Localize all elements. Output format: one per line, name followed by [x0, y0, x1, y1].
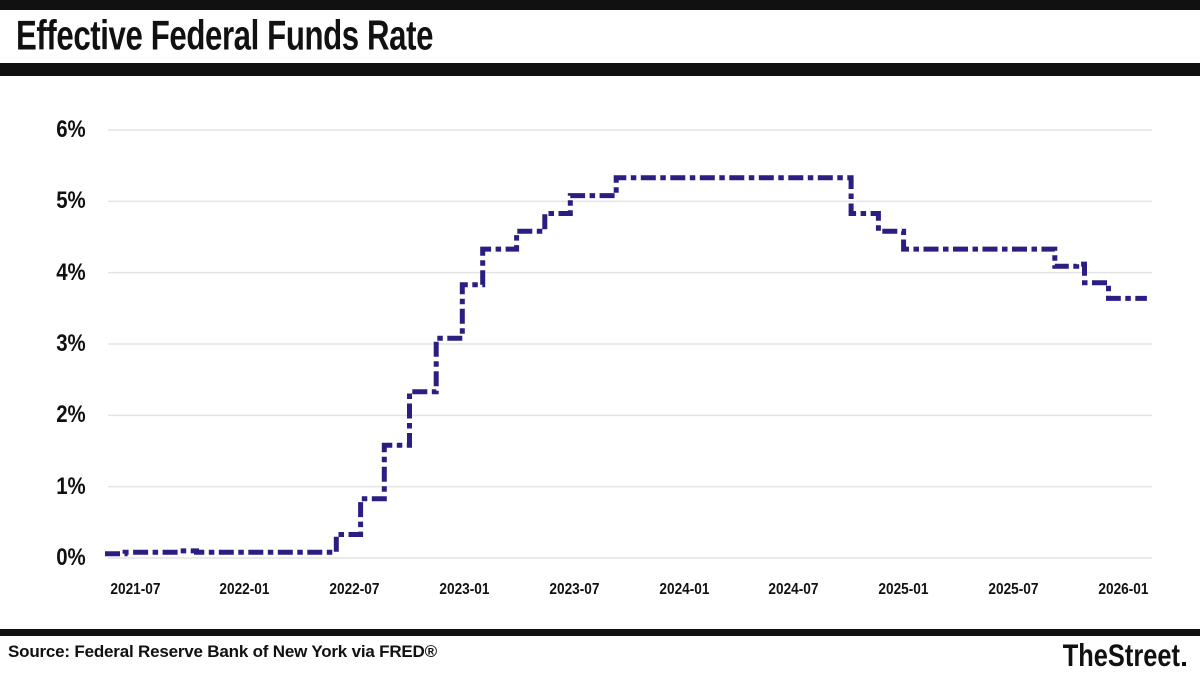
thestreet-logo: TheStreet — [1037, 637, 1186, 674]
x-axis-label-text: 2026-01 — [1098, 581, 1149, 598]
y-axis-label: 1% — [0, 472, 86, 500]
x-axis-label-text: 2024-01 — [658, 581, 710, 598]
x-axis-label-text: 2022-01 — [219, 581, 270, 598]
x-axis-label-text: 2023-07 — [549, 581, 600, 598]
x-axis-label: 2023-07 — [519, 581, 629, 599]
x-axis-label: 2022-07 — [300, 581, 410, 599]
x-axis-label: 2021-07 — [80, 581, 190, 599]
thestreet-logo-dot-icon — [1182, 662, 1186, 666]
source-attribution: Source: Federal Reserve Bank of New York… — [8, 642, 437, 661]
x-axis-label-text: 2021-07 — [109, 581, 161, 598]
y-axis-label-text: 2% — [56, 401, 86, 429]
x-axis-label: 2025-07 — [958, 581, 1068, 599]
effr-chart: 6% 5% 4% 3% 2% 1% 0% 2021-07 2022-01 2022-07 2023… — [0, 76, 1200, 621]
x-axis-label-text: 2024-07 — [768, 581, 819, 598]
y-axis-label-text: 4% — [56, 258, 86, 286]
y-axis-label-text: 0% — [56, 544, 86, 571]
top-rule-bar — [0, 0, 1200, 10]
x-axis-label: 2024-01 — [629, 581, 739, 599]
x-axis-label-text: 2025-07 — [988, 581, 1039, 598]
effr-line — [105, 175, 1147, 557]
footer-rule-bar — [0, 629, 1200, 636]
title-rule-bar — [0, 63, 1200, 76]
y-axis-label: 6% — [0, 117, 86, 143]
y-axis-label: 3% — [0, 331, 86, 357]
y-axis-label: 2% — [0, 402, 86, 428]
x-axis-label: 2024-07 — [739, 581, 849, 599]
x-axis-label: 2025-01 — [849, 581, 959, 599]
x-axis-label-text: 2023-01 — [439, 581, 490, 598]
y-axis-label: 0% — [0, 545, 86, 571]
x-axis-label-text: 2022-07 — [329, 581, 380, 598]
x-axis-label: 2026-01 — [1068, 581, 1178, 599]
thestreet-logo-text: TheStreet — [1062, 637, 1180, 673]
y-axis-label: 5% — [0, 188, 86, 214]
x-axis-label: 2022-01 — [190, 581, 300, 599]
plot-area — [105, 129, 1152, 559]
x-axis-label-text: 2025-01 — [878, 581, 929, 598]
y-axis-label: 4% — [0, 258, 86, 286]
y-axis-label-text: 6% — [56, 116, 86, 144]
page-title-text: Effective Federal Funds Rate — [16, 13, 434, 60]
x-axis-label: 2023-01 — [409, 581, 519, 599]
y-axis-label-text: 3% — [56, 330, 86, 357]
page-title: Effective Federal Funds Rate — [16, 10, 537, 64]
y-axis-label-text: 1% — [56, 472, 86, 500]
y-axis-label-text: 5% — [56, 187, 86, 215]
